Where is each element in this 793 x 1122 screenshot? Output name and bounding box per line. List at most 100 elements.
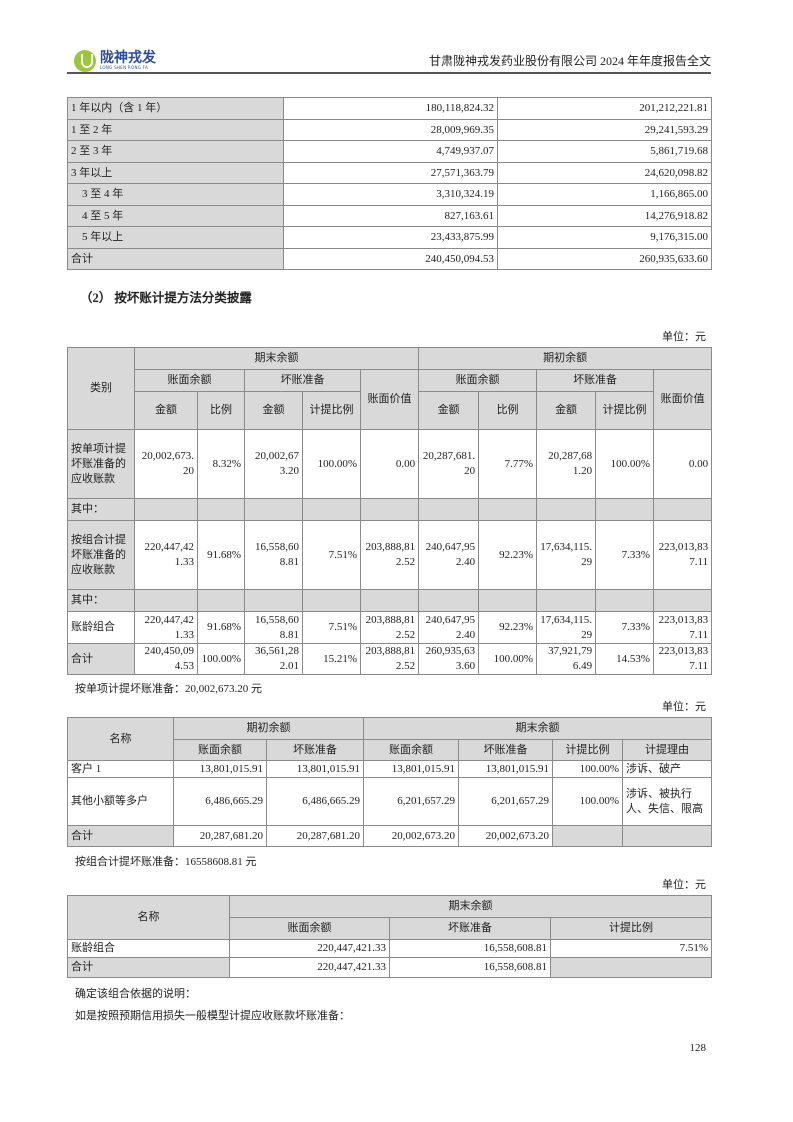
table-cell: [359, 589, 420, 612]
header-amount: 金额: [536, 391, 597, 430]
row-label: 按组合计提坏账准备的应收账款: [67, 520, 135, 590]
table-cell: 6,201,657.29: [458, 777, 553, 826]
table-cell: 20,002,673.20: [244, 429, 303, 499]
table-cell: 260,935,633.60: [418, 643, 480, 675]
table-cell: 201,212,221.81: [497, 97, 712, 120]
header-book-balance: 账面余额: [229, 917, 390, 940]
header-bad-debt: 坏账准备: [536, 369, 655, 392]
table-cell: 8.32%: [197, 429, 245, 499]
header-ratio: 比例: [197, 391, 245, 430]
table-cell: 91.68%: [197, 611, 245, 644]
table-cell: 13,801,015.91: [266, 760, 364, 778]
table-cell: 17,634,115.29: [536, 520, 597, 590]
row-label: 合计: [67, 825, 174, 847]
table-cell: 涉诉、被执行人、失信、限高: [622, 777, 712, 826]
table-cell: 7.51%: [550, 939, 712, 958]
logo-leaf-icon: [74, 50, 96, 72]
row-label: 1 年以内（含 1 年）: [67, 97, 284, 120]
header-amount: 金额: [244, 391, 303, 430]
header-amount: 金额: [134, 391, 198, 430]
table-row: 其中：: [67, 589, 713, 612]
table-cell: 20,002,673.20: [458, 825, 553, 847]
header-book-balance: 账面余额: [173, 739, 267, 761]
table-cell: 6,201,657.29: [363, 777, 459, 826]
table-cell: 15.21%: [302, 643, 361, 675]
table-cell: 203,888,812.52: [359, 611, 420, 644]
logo-subtext: LONG SHEN RONG FA: [100, 65, 148, 70]
table-row: 2 至 3 年 4,749,937.07 5,861,719.68: [67, 140, 712, 163]
logo-text: 陇神戎发: [100, 50, 156, 66]
table-cell: 20,287,681.20: [173, 825, 267, 847]
method-table: 类别 期末余额 期初余额 账面余额 坏账准备 账面价值 账面余额 坏账准备 账面…: [67, 347, 713, 675]
table-cell: 14,276,918.82: [497, 205, 712, 227]
table-row: 合计 20,287,681.20 20,287,681.20 20,002,673.2…: [67, 825, 712, 847]
table-cell: 240,647,952.40: [418, 611, 480, 644]
row-label: 合计: [67, 957, 230, 978]
table-cell: 13,801,015.91: [363, 760, 459, 778]
group-provision-table: 名称 期末余额 账面余额 坏账准备 计提比例 账龄组合 220,447,421.3…: [67, 895, 712, 978]
table-cell: 100.00%: [197, 643, 245, 675]
table-cell: [552, 825, 623, 847]
table-cell: 223,013,837.11: [653, 643, 713, 675]
table-cell: [478, 498, 538, 521]
table-cell: 37,921,796.49: [536, 643, 597, 675]
row-label: 其中：: [67, 589, 135, 612]
group-provision-note: 按组合计提坏账准备：16558608.81 元: [75, 856, 257, 868]
table-cell: [134, 589, 198, 612]
single-provision-note: 按单项计提坏账准备：20,002,673.20 元: [75, 683, 262, 695]
table-cell: 7.77%: [478, 429, 538, 499]
table-cell: 17,634,115.29: [536, 611, 597, 644]
row-label: 4 至 5 年: [67, 205, 284, 227]
table-cell: [418, 589, 480, 612]
table-cell: 100.00%: [478, 643, 538, 675]
table-row: 5 年以上 23,433,875.99 9,176,315.00: [67, 226, 712, 249]
table-cell: 9,176,315.00: [497, 226, 712, 249]
table-cell: 7.33%: [595, 611, 655, 644]
table-cell: 20,002,673.20: [134, 429, 198, 499]
table-cell: 13,801,015.91: [458, 760, 553, 778]
table-cell: 6,486,665.29: [266, 777, 364, 826]
table-cell: 203,888,812.52: [359, 643, 420, 675]
table-cell: [244, 589, 303, 612]
table-cell: 14.53%: [595, 643, 655, 675]
table-cell: 100.00%: [302, 429, 361, 499]
table-cell: [653, 589, 713, 612]
header-ratio: 比例: [478, 391, 538, 430]
header-provision-ratio: 计提比例: [595, 391, 655, 430]
report-title: 甘肃陇神戎发药业股份有限公司 2024 年年度报告全文: [428, 54, 711, 68]
table-cell: 7.33%: [595, 520, 655, 590]
header-divider: [67, 72, 711, 74]
table-row: 账龄组合 220,447,421.33 91.68% 16,558,608.81 7.5…: [67, 611, 713, 644]
table-cell: 223,013,837.11: [653, 611, 713, 644]
header-provision-ratio: 计提比例: [302, 391, 361, 430]
table-cell: 16,558,608.81: [389, 939, 551, 958]
table-cell: [478, 589, 538, 612]
table-cell: 3,310,324.19: [283, 183, 498, 206]
unit-label: 单位：元: [662, 879, 706, 891]
table-cell: 7.51%: [302, 611, 361, 644]
table-row: 3 至 4 年 3,310,324.19 1,166,865.00: [67, 183, 712, 206]
row-label: 客户 1: [67, 760, 174, 778]
table-cell: [418, 498, 480, 521]
table-cell: 203,888,812.52: [359, 520, 420, 590]
header-amount: 金额: [418, 391, 480, 430]
table-row: 合计 220,447,421.33 16,558,608.81: [67, 957, 712, 978]
row-label: 合计: [67, 643, 135, 675]
header-closing: 期末余额: [363, 717, 712, 740]
table-cell: 92.23%: [478, 520, 538, 590]
table-cell: 20,287,681.20: [418, 429, 480, 499]
header-bad-debt: 坏账准备: [458, 739, 553, 761]
header-opening: 期初余额: [173, 717, 364, 740]
table-cell: [595, 589, 655, 612]
table-cell: [595, 498, 655, 521]
table-cell: 220,447,421.33: [134, 611, 198, 644]
table-cell: 涉诉、破产: [622, 760, 712, 778]
page-content: 1 年以内（含 1 年） 180,118,824.32 201,212,221.81…: [67, 97, 713, 1024]
table-cell: 1,166,865.00: [497, 183, 712, 206]
table-cell: 4,749,937.07: [283, 140, 498, 163]
header-book-value: 账面价值: [359, 369, 420, 430]
unit-label: 单位：元: [662, 331, 706, 343]
table-cell: 220,447,421.33: [229, 939, 390, 958]
header-bad-debt: 坏账准备: [244, 369, 361, 392]
single-provision-table: 名称 期初余额 期末余额 账面余额 坏账准备 账面余额 坏账准备 计提比例 计提…: [67, 717, 712, 847]
